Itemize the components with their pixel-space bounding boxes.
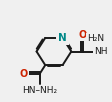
Text: HN–NH₂: HN–NH₂ [22, 86, 57, 95]
Text: NH: NH [94, 47, 108, 56]
Text: O: O [78, 30, 87, 40]
Text: N: N [58, 33, 67, 43]
Text: H₂N: H₂N [87, 34, 104, 43]
Text: O: O [20, 69, 28, 79]
